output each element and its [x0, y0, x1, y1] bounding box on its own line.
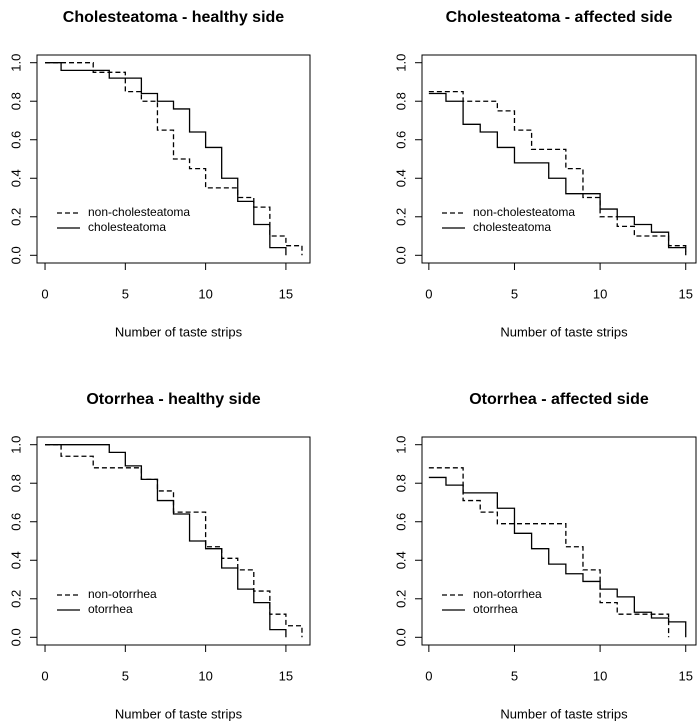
x-tick-label: 0	[41, 286, 48, 301]
y-tick-label: 0.4	[393, 551, 408, 569]
y-tick-label: 0.0	[393, 246, 408, 264]
legend-label: cholesteatoma	[473, 220, 551, 234]
y-tick-label: 1.0	[393, 54, 408, 72]
x-tick-label: 5	[511, 668, 518, 683]
y-tick-label: 0.0	[393, 628, 408, 646]
plot-box	[36, 436, 311, 646]
x-tick-label: 15	[279, 286, 293, 301]
step-line	[45, 444, 287, 638]
x-tick-label: 10	[593, 286, 607, 301]
y-tick-label: 0.6	[8, 513, 23, 531]
y-tick-label: 0.2	[8, 590, 23, 608]
y-tick-label: 0.4	[8, 551, 23, 569]
y-tick-label: 1.0	[8, 54, 23, 72]
x-axis-label: Number of taste strips	[500, 706, 628, 721]
y-tick-label: 0.2	[8, 208, 23, 226]
y-tick-label: 0.6	[393, 131, 408, 149]
chart-title: Cholesteatoma - healthy side	[63, 9, 284, 26]
y-tick-label: 0.8	[393, 92, 408, 110]
x-tick-label: 15	[678, 286, 692, 301]
chart-title: Otorrhea - healthy side	[86, 391, 260, 408]
y-tick-label: 0.0	[8, 246, 23, 264]
y-tick-label: 0.8	[8, 92, 23, 110]
x-tick-label: 10	[593, 668, 607, 683]
y-tick-label: 0.8	[393, 474, 408, 492]
y-tick-label: 0.6	[8, 131, 23, 149]
x-tick-label: 5	[122, 668, 129, 683]
step-line	[45, 444, 303, 638]
y-tick-label: 0.4	[8, 169, 23, 187]
x-tick-label: 15	[678, 668, 692, 683]
step-line	[428, 90, 687, 252]
y-tick-label: 0.4	[393, 169, 408, 187]
step-line	[45, 62, 287, 256]
legend-label: otorrhea	[88, 602, 133, 616]
x-axis-label: Number of taste strips	[115, 324, 243, 339]
x-tick-label: 0	[425, 668, 432, 683]
x-tick-label: 0	[425, 286, 432, 301]
plot-box	[421, 54, 697, 264]
x-tick-label: 10	[198, 668, 212, 683]
y-tick-label: 0.0	[8, 628, 23, 646]
x-tick-label: 10	[198, 286, 212, 301]
y-tick-label: 0.2	[393, 208, 408, 226]
x-tick-label: 5	[122, 286, 129, 301]
step-line	[428, 92, 687, 256]
x-axis-label: Number of taste strips	[500, 324, 628, 339]
legend-label: non-cholesteatoma	[88, 205, 190, 219]
chart-title: Cholesteatoma - affected side	[446, 9, 673, 26]
step-line	[428, 467, 670, 638]
y-tick-label: 0.6	[393, 513, 408, 531]
y-tick-label: 0.2	[393, 590, 408, 608]
x-axis-label: Number of taste strips	[115, 706, 243, 721]
plot-box	[421, 436, 697, 646]
step-line	[45, 62, 303, 256]
legend-label: non-cholesteatoma	[473, 205, 575, 219]
legend-label: non-otorrhea	[88, 587, 157, 601]
legend-label: otorrhea	[473, 602, 518, 616]
y-tick-label: 1.0	[8, 436, 23, 454]
y-tick-label: 0.8	[8, 474, 23, 492]
legend-label: non-otorrhea	[473, 587, 542, 601]
plot-box	[36, 54, 311, 264]
legend-label: cholesteatoma	[88, 220, 166, 234]
x-tick-label: 15	[279, 668, 293, 683]
step-line	[428, 476, 687, 638]
x-tick-label: 0	[41, 668, 48, 683]
x-tick-label: 5	[511, 286, 518, 301]
y-tick-label: 1.0	[393, 436, 408, 454]
chart-title: Otorrhea - affected side	[469, 391, 649, 408]
